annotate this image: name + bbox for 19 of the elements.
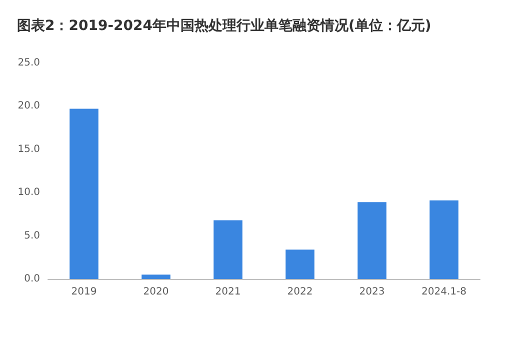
x-tick-label: 2022 — [287, 286, 313, 298]
bar — [142, 274, 170, 279]
bar — [430, 200, 458, 279]
y-tick-label: 20.0 — [18, 100, 40, 112]
y-tick-label: 5.0 — [24, 230, 40, 242]
x-tick-label: 2024.1-8 — [422, 286, 466, 298]
y-tick-label: 15.0 — [18, 144, 40, 155]
bar — [70, 108, 98, 279]
x-tick-label: 2023 — [359, 286, 385, 298]
y-tick-label: 0.0 — [24, 274, 40, 284]
bar — [358, 202, 386, 279]
y-tick-label: 10.0 — [18, 187, 40, 198]
chart-title: 图表2：2019-2024年中国热处理行业单笔融资情况(单位：亿元) — [17, 18, 432, 34]
y-tick-label: 25.0 — [18, 58, 40, 68]
x-tick-label: 2021 — [215, 286, 241, 298]
x-tick-label: 2019 — [71, 286, 97, 298]
bar — [214, 220, 242, 279]
x-tick-label: 2020 — [143, 286, 169, 298]
bar — [286, 250, 314, 279]
